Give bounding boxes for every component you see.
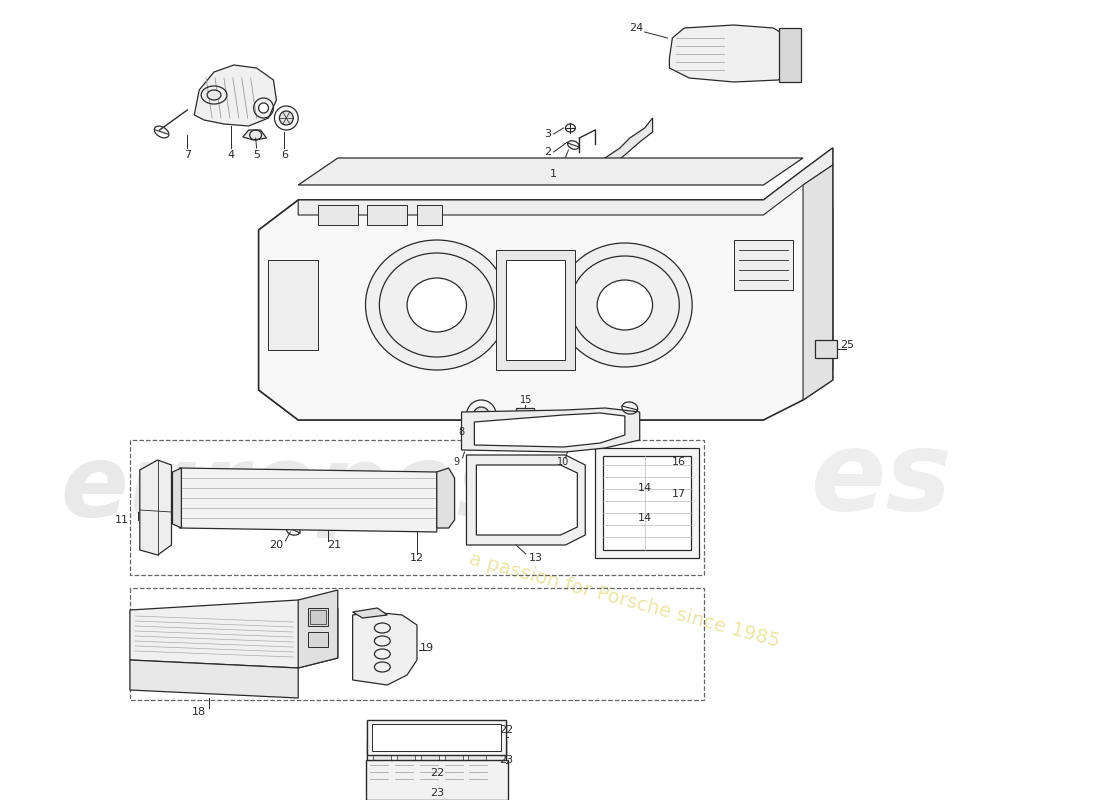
Ellipse shape [207,90,221,100]
Polygon shape [603,456,691,550]
Text: europes: europes [60,442,516,538]
Polygon shape [601,483,630,508]
Text: 14: 14 [638,483,651,493]
Polygon shape [173,468,182,528]
Polygon shape [437,468,454,528]
Polygon shape [243,130,266,140]
Text: 2: 2 [544,147,551,157]
Bar [421,745,439,773]
Polygon shape [734,240,793,290]
Polygon shape [496,250,575,370]
Text: 7: 7 [184,150,191,160]
Polygon shape [506,260,565,360]
Text: 9: 9 [453,457,460,467]
Text: 14: 14 [638,513,651,523]
Text: 10: 10 [558,457,570,467]
Bar [779,28,801,82]
Polygon shape [130,660,298,698]
Text: es: es [812,426,953,534]
Text: 20: 20 [270,540,284,550]
Text: 21: 21 [327,540,341,550]
Bar [308,608,328,626]
Text: 1: 1 [550,169,557,179]
Polygon shape [195,65,276,126]
Bar [444,745,462,773]
Polygon shape [298,158,803,185]
Ellipse shape [365,240,508,370]
Bar [367,722,506,760]
Polygon shape [803,165,833,400]
Polygon shape [474,413,625,447]
Polygon shape [462,408,640,452]
Text: 13: 13 [529,553,542,563]
Text: 12: 12 [410,553,424,563]
Polygon shape [803,208,833,390]
Text: 24: 24 [629,23,644,33]
Text: 22: 22 [499,725,514,735]
Polygon shape [466,455,585,545]
Bar [417,205,442,225]
Bar [367,720,506,755]
Bar [318,205,358,225]
Bar [469,745,486,773]
Polygon shape [298,148,833,215]
Bar [373,727,500,755]
Ellipse shape [597,280,652,330]
Text: 23: 23 [430,788,443,798]
Bar [308,632,328,647]
Polygon shape [353,612,417,685]
Ellipse shape [279,111,294,125]
Text: 19: 19 [420,643,433,653]
Bar [516,408,534,420]
Polygon shape [268,260,318,350]
Bar [367,740,506,778]
Bar [373,745,392,773]
Text: 11: 11 [116,515,129,525]
Polygon shape [581,118,652,175]
Text: 22: 22 [430,768,444,778]
Text: 16: 16 [672,457,686,467]
Text: 15: 15 [519,395,532,405]
Text: 17: 17 [672,489,686,499]
Bar [373,724,502,751]
Polygon shape [595,448,700,558]
Text: 25: 25 [840,340,855,350]
Text: 8: 8 [459,427,464,437]
Ellipse shape [407,278,466,332]
Polygon shape [140,460,172,555]
Bar [310,610,326,624]
Polygon shape [670,25,793,82]
Ellipse shape [558,243,692,367]
Polygon shape [130,600,338,668]
Text: 6: 6 [280,150,288,160]
Ellipse shape [258,103,268,113]
Polygon shape [179,468,437,532]
Bar [397,745,415,773]
Text: a passion for Porsche since 1985: a passion for Porsche since 1985 [468,550,782,650]
Text: 18: 18 [192,707,207,717]
Polygon shape [258,200,803,420]
Polygon shape [476,465,578,535]
Text: 5: 5 [253,150,260,160]
Text: 3: 3 [544,129,551,139]
Polygon shape [298,590,338,668]
Bar [367,205,407,225]
Bar [365,760,508,800]
Text: 4: 4 [228,150,234,160]
Text: 23: 23 [499,755,513,765]
Polygon shape [353,608,387,618]
Bar [815,340,837,358]
Polygon shape [258,148,833,420]
Ellipse shape [473,407,490,423]
